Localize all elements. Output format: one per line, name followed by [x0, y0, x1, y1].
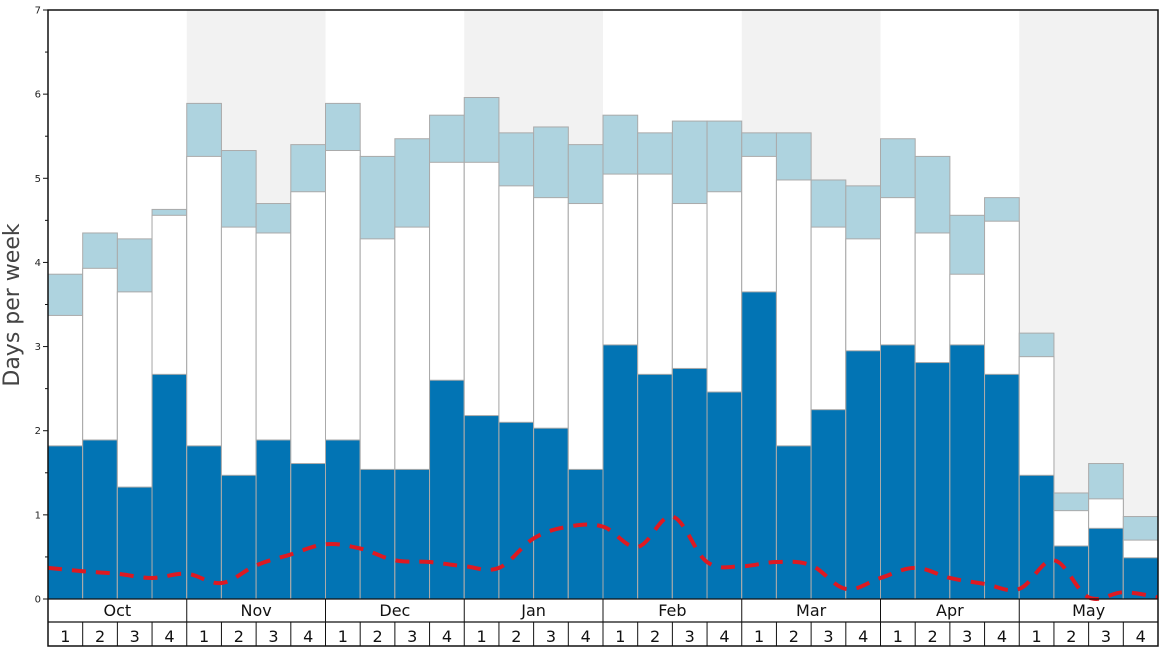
month-label-nov: Nov: [241, 601, 272, 620]
week-label-21: 1: [754, 627, 764, 646]
bar-bottom-25: [880, 344, 916, 600]
month-label-apr: Apr: [936, 601, 964, 620]
week-label-13: 1: [477, 627, 487, 646]
bar-bottom-3: [116, 486, 153, 600]
week-label-5: 1: [199, 627, 209, 646]
bar-bottom-23: [810, 409, 847, 600]
y-axis: 0 1 2 3 4 5 6 7: [35, 6, 48, 606]
month-label-mar: Mar: [796, 601, 827, 620]
bar-bottom-30: [1053, 545, 1090, 600]
week-label-14: 2: [511, 627, 521, 646]
week-label-30: 2: [1066, 627, 1076, 646]
bar-bottom-27: [949, 344, 986, 600]
bar-bottom-17: [602, 344, 639, 600]
week-label-9: 1: [338, 627, 348, 646]
month-label-feb: Feb: [658, 601, 686, 620]
bar-bottom-11: [394, 468, 431, 600]
week-label-26: 2: [927, 627, 937, 646]
y-tick-label-2: 2: [35, 426, 41, 437]
bar-bottom-4: [151, 373, 188, 600]
week-label-18: 2: [650, 627, 660, 646]
bar-bottom-9: [325, 439, 361, 600]
week-label-12: 4: [442, 627, 452, 646]
bar-bottom-16: [567, 468, 604, 600]
bars: [47, 97, 1159, 600]
y-tick-label-4: 4: [35, 258, 41, 269]
week-label-1: 1: [60, 627, 70, 646]
week-label-22: 2: [789, 627, 799, 646]
week-label-17: 1: [615, 627, 625, 646]
week-label-8: 4: [303, 627, 313, 646]
bar-bottom-13: [463, 415, 500, 600]
y-tick-label-6: 6: [35, 90, 41, 101]
bar-bottom-26: [914, 362, 951, 600]
bar-bottom-1: [47, 445, 84, 600]
month-label-oct: Oct: [104, 601, 132, 620]
week-label-24: 4: [858, 627, 868, 646]
bar-bottom-8: [290, 463, 326, 600]
bar-bottom-2: [82, 439, 118, 600]
week-label-19: 3: [685, 627, 695, 646]
bar-bottom-19: [671, 367, 708, 600]
week-label-10: 2: [372, 627, 382, 646]
week-label-11: 3: [407, 627, 417, 646]
week-label-20: 4: [719, 627, 729, 646]
week-label-16: 4: [581, 627, 591, 646]
bar-bottom-22: [775, 445, 812, 600]
bar-bottom-12: [429, 379, 465, 600]
bar-bottom-14: [498, 421, 535, 600]
week-label-4: 4: [164, 627, 174, 646]
bar-bottom-31: [1088, 527, 1124, 600]
week-label-2: 2: [95, 627, 105, 646]
bar-bottom-10: [359, 468, 396, 600]
bar-bottom-15: [533, 427, 569, 600]
week-label-7: 3: [268, 627, 278, 646]
bar-bottom-21: [741, 291, 777, 600]
y-axis-label: Days per week: [0, 223, 25, 386]
week-label-32: 4: [1136, 627, 1146, 646]
y-tick-label-1: 1: [35, 510, 41, 521]
bar-bottom-18: [637, 373, 673, 600]
y-tick-label-7: 7: [35, 6, 41, 17]
week-label-27: 3: [962, 627, 972, 646]
month-label-dec: Dec: [379, 601, 410, 620]
y-tick-label-0: 0: [35, 595, 41, 606]
month-label-may: May: [1072, 601, 1105, 620]
y-tick-label-5: 5: [35, 174, 41, 185]
week-label-23: 3: [823, 627, 833, 646]
week-label-28: 4: [997, 627, 1007, 646]
week-label-25: 1: [893, 627, 903, 646]
x-axis: Oct Nov Dec Jan Feb Mar Apr May 1 2 3 4 1 2 3 4 1 2 3 4 1 2 3 4…: [48, 598, 1158, 646]
week-label-15: 3: [546, 627, 556, 646]
bar-bottom-24: [845, 350, 881, 600]
dashed-series-line: [47, 514, 1159, 601]
week-label-3: 3: [130, 627, 140, 646]
y-tick-label-3: 3: [35, 342, 41, 353]
bar-bottom-28: [984, 373, 1020, 600]
plot-frame: [47, 9, 1159, 647]
week-label-29: 1: [1032, 627, 1042, 646]
week-label-6: 2: [234, 627, 244, 646]
bar-bottom-29: [1018, 474, 1055, 600]
bar-bottom-7: [255, 439, 292, 600]
week-label-31: 3: [1101, 627, 1111, 646]
month-label-jan: Jan: [520, 601, 546, 620]
